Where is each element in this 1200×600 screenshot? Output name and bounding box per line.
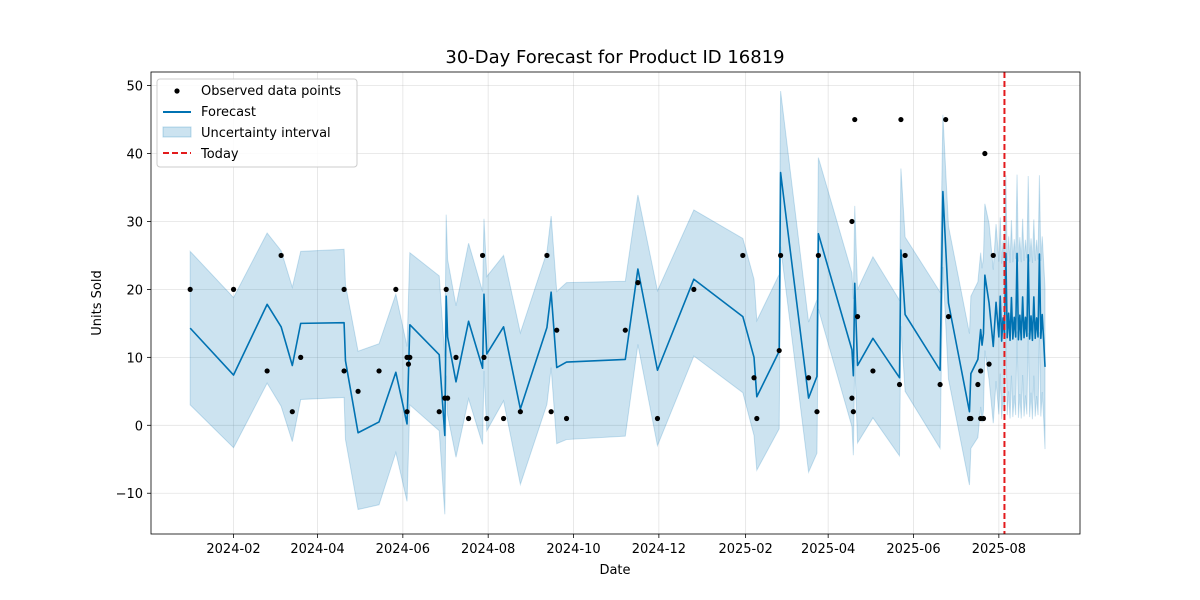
observed-point xyxy=(849,218,855,225)
observed-point xyxy=(563,415,570,422)
observed-point xyxy=(404,409,410,415)
x-tick-label: 2024-08 xyxy=(461,542,515,557)
observed-point xyxy=(754,415,760,422)
observed-point xyxy=(815,252,821,259)
observed-point xyxy=(852,116,858,123)
observed-point xyxy=(445,395,451,401)
y-tick-label: 30 xyxy=(126,215,143,230)
y-tick-label: 0 xyxy=(135,419,143,434)
observed-point xyxy=(443,286,449,293)
chart-title: 30-Day Forecast for Product ID 16819 xyxy=(445,47,784,68)
x-axis-title: Date xyxy=(599,563,630,578)
plot-frame xyxy=(150,71,1081,535)
observed-point xyxy=(622,327,628,333)
observed-point xyxy=(544,252,550,259)
observed-point xyxy=(854,313,861,320)
y-tick-label: 50 xyxy=(126,80,143,95)
x-axis-ticks: 2024-02 2024-04 2024-06 2024-08 2024-10 2024-… xyxy=(206,534,1026,557)
observed-point xyxy=(777,252,784,259)
observed-point xyxy=(436,409,442,415)
observed-point xyxy=(654,415,661,422)
observed-point xyxy=(850,409,856,415)
observed-point xyxy=(405,361,412,367)
x-tick-label: 2024-06 xyxy=(376,542,430,557)
observed-point xyxy=(980,415,987,422)
observed-point xyxy=(554,327,560,333)
observed-point xyxy=(289,409,295,415)
observed-point xyxy=(407,354,413,360)
observed-point xyxy=(902,252,908,259)
observed-point xyxy=(548,409,554,415)
observed-point xyxy=(479,252,486,259)
x-tick-label: 2024-02 xyxy=(206,542,260,557)
x-tick-label: 2024-04 xyxy=(290,542,344,557)
observed-point xyxy=(453,354,459,360)
forecast-line xyxy=(189,171,1046,437)
x-tick-label: 2024-12 xyxy=(632,542,686,557)
legend-today-label: Today xyxy=(200,147,239,162)
observed-point xyxy=(896,381,903,388)
observed-point xyxy=(341,368,347,374)
x-tick-label: 2025-06 xyxy=(886,542,940,557)
legend-interval-label: Uncertainty interval xyxy=(201,126,331,141)
legend: Observed data points Forecast Uncertaint… xyxy=(156,78,358,168)
y-tick-label: 20 xyxy=(126,283,143,298)
legend-observed-marker xyxy=(174,88,180,94)
observed-point xyxy=(937,381,943,388)
observed-point xyxy=(978,368,984,374)
observed-point xyxy=(975,381,981,388)
observed-point xyxy=(230,286,237,293)
observed-point xyxy=(990,252,996,259)
legend-frame xyxy=(156,78,358,168)
x-tick-label: 2025-08 xyxy=(972,542,1026,557)
y-tick-label: 40 xyxy=(126,148,143,163)
observed-point xyxy=(986,361,992,367)
observed-point xyxy=(849,395,855,401)
observed-point xyxy=(635,280,641,286)
observed-point xyxy=(355,388,361,394)
observed-point xyxy=(376,368,382,374)
observed-point xyxy=(740,252,746,259)
x-tick-label: 2025-02 xyxy=(718,542,772,557)
x-tick-label: 2024-10 xyxy=(546,542,600,557)
observed-point xyxy=(278,252,284,259)
y-axis-title: Units Sold xyxy=(90,270,105,335)
x-tick-label: 2025-04 xyxy=(801,542,855,557)
legend-observed-label: Observed data points xyxy=(201,84,341,99)
observed-point xyxy=(691,286,697,293)
observed-point xyxy=(465,415,472,422)
forecast-line-layer xyxy=(189,171,1046,437)
observed-point xyxy=(982,150,988,157)
observed-point xyxy=(500,415,507,422)
y-axis-ticks: −10 0 10 20 30 40 50 xyxy=(116,80,151,502)
observed-points-layer xyxy=(187,116,996,422)
observed-point xyxy=(517,409,523,415)
observed-point xyxy=(776,347,782,354)
observed-point xyxy=(945,313,952,320)
observed-point xyxy=(870,368,876,374)
observed-point xyxy=(187,286,193,293)
observed-point xyxy=(484,415,490,422)
observed-point xyxy=(805,375,812,381)
axes xyxy=(150,71,1081,535)
legend-forecast-label: Forecast xyxy=(201,105,256,120)
observed-point xyxy=(264,368,270,374)
observed-point xyxy=(814,409,820,415)
observed-point xyxy=(298,354,304,360)
y-tick-label: 10 xyxy=(126,351,143,366)
observed-point xyxy=(943,116,949,123)
observed-point xyxy=(393,286,399,293)
y-tick-label: −10 xyxy=(116,487,143,502)
observed-point xyxy=(481,354,487,360)
legend-interval-marker xyxy=(162,126,192,138)
observed-point xyxy=(968,415,974,422)
observed-point xyxy=(341,286,347,293)
observed-point xyxy=(751,375,757,381)
observed-point xyxy=(898,116,904,123)
